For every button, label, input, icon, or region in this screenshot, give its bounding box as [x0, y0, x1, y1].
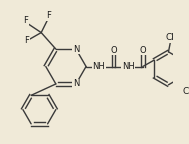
Text: F: F: [46, 11, 51, 20]
Text: F: F: [24, 36, 29, 45]
Text: N: N: [73, 79, 79, 88]
Text: F: F: [23, 16, 28, 25]
Text: Cl: Cl: [166, 33, 175, 42]
Text: O: O: [139, 46, 146, 55]
Text: NH: NH: [122, 62, 135, 71]
Text: NH: NH: [92, 62, 105, 71]
Text: N: N: [73, 44, 79, 54]
Text: Cl: Cl: [183, 87, 189, 96]
Text: O: O: [110, 46, 117, 55]
